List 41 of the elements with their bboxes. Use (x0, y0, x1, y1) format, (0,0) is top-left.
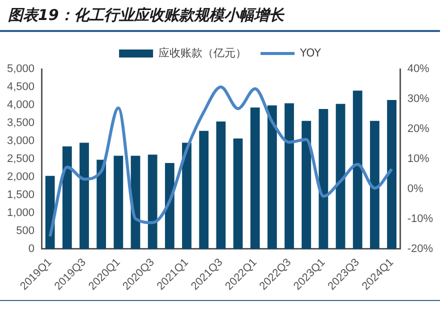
bar (182, 142, 192, 249)
bar (233, 138, 243, 249)
bar (148, 154, 158, 249)
chart-title: 图表19：化工行业应收账款规模小幅增长 (8, 6, 284, 25)
y2-tick-label: -20% (407, 243, 434, 256)
bar (370, 120, 380, 249)
y-tick-label: 0 (28, 243, 35, 256)
bar (336, 104, 346, 249)
bar (318, 108, 328, 249)
bar (284, 103, 294, 249)
legend-label: YOY (299, 46, 322, 60)
y-tick-label: 1,000 (6, 207, 35, 220)
bar (302, 120, 312, 249)
bar (267, 105, 277, 249)
y-tick-label: 2,000 (6, 171, 35, 184)
bar (250, 108, 260, 249)
y-tick-label: 1,500 (6, 189, 35, 202)
y-tick-label: 500 (16, 225, 35, 238)
y2-tick-label: 10% (407, 153, 430, 166)
y2-tick-label: -10% (407, 213, 434, 226)
y2-tick-label: 40% (407, 63, 430, 76)
y2-tick-label: 0% (407, 183, 424, 196)
bar (387, 100, 396, 249)
y-tick-label: 2,500 (6, 153, 35, 166)
bar (62, 146, 72, 249)
bar (352, 90, 362, 249)
y-tick-label: 4,500 (6, 81, 35, 94)
y-tick-label: 5,000 (6, 63, 35, 76)
bar (216, 122, 226, 249)
y-tick-label: 4,000 (6, 99, 35, 112)
bar (114, 156, 124, 249)
y-tick-label: 3,000 (6, 135, 35, 148)
legend-label: 应收账款（亿元） (158, 46, 247, 60)
bar (80, 142, 89, 249)
line-series (48, 86, 394, 238)
y2-tick-label: 20% (407, 123, 430, 136)
y-tick-label: 3,500 (6, 117, 35, 130)
bar (199, 130, 209, 249)
bar (164, 162, 174, 249)
bar (96, 160, 106, 249)
y2-tick-label: 30% (407, 93, 430, 106)
